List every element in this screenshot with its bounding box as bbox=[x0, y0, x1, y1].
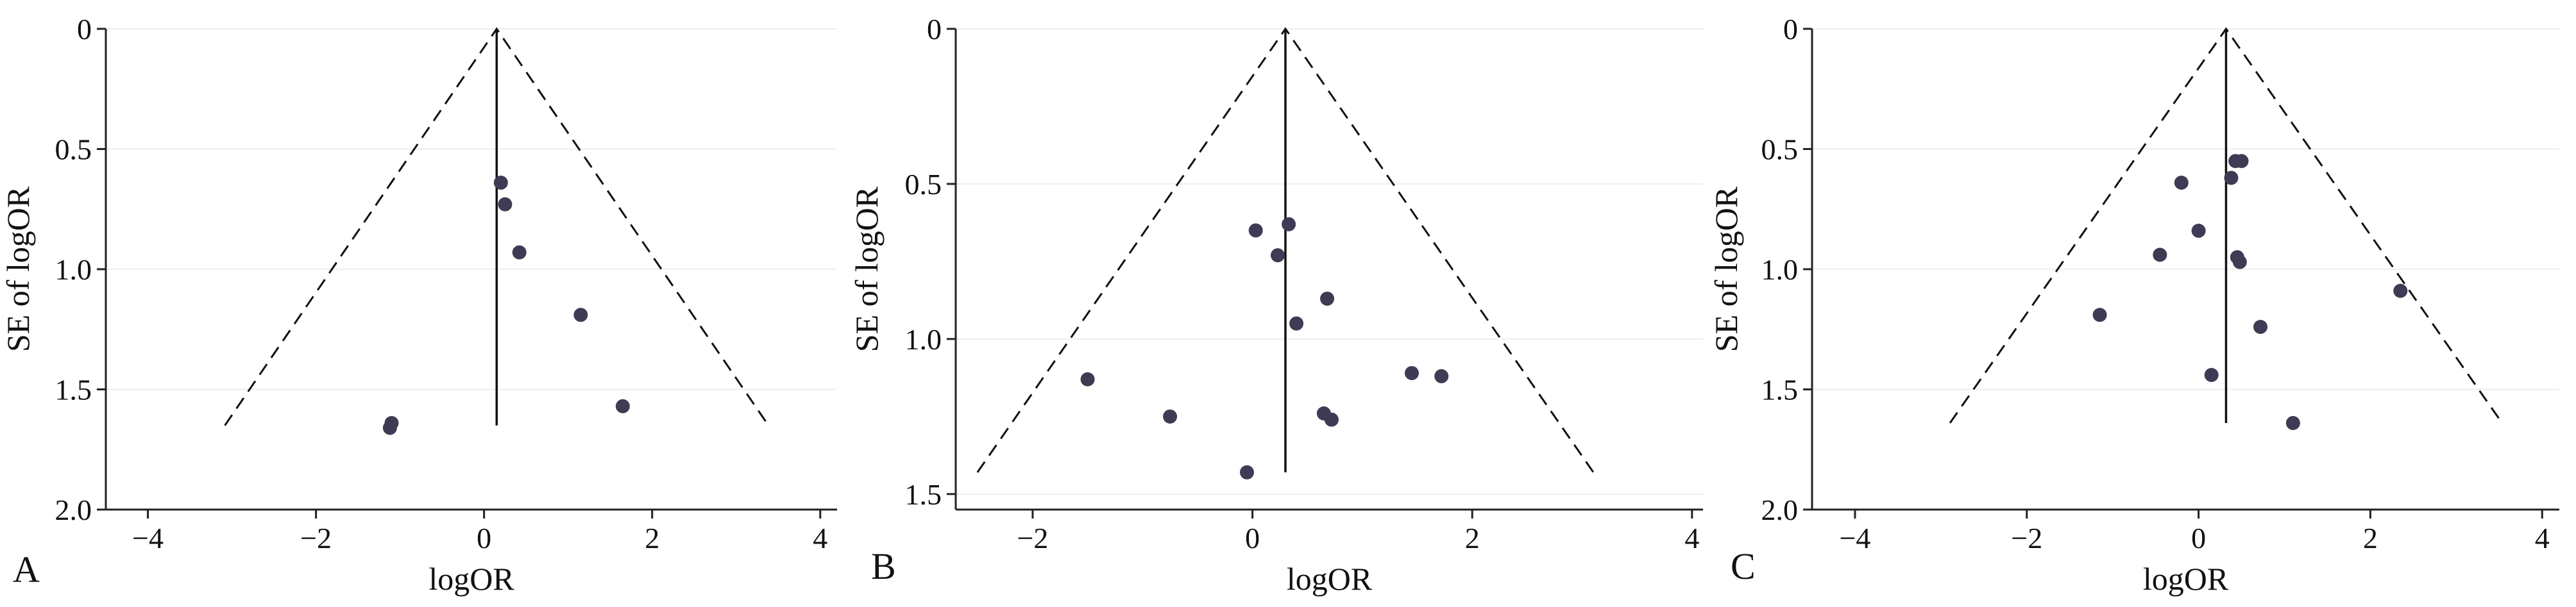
y-tick-label: 1.0 bbox=[1761, 253, 1799, 286]
x-tick-label: 4 bbox=[1684, 522, 1699, 554]
y-tick-label: 0 bbox=[77, 13, 92, 46]
panel-letter: A bbox=[13, 549, 40, 590]
study-point-5 bbox=[2153, 247, 2167, 262]
panel-letter: B bbox=[871, 545, 896, 587]
study-point-10 bbox=[1163, 409, 1178, 424]
x-axis-label: logOR bbox=[428, 561, 514, 597]
study-point-7 bbox=[1080, 372, 1095, 387]
y-tick-label: 0 bbox=[927, 13, 942, 46]
x-tick-label: 0 bbox=[2191, 522, 2206, 554]
study-point-3 bbox=[2174, 176, 2189, 190]
study-point-3 bbox=[573, 308, 588, 322]
study-point-11 bbox=[2204, 368, 2219, 382]
y-tick-label: 0.5 bbox=[55, 133, 92, 166]
x-tick-label: 0 bbox=[477, 522, 491, 554]
x-tick-label: 4 bbox=[2535, 522, 2550, 554]
study-point-3 bbox=[1320, 291, 1335, 306]
x-tick-label: −2 bbox=[300, 522, 332, 554]
study-point-12 bbox=[2285, 416, 2300, 430]
study-point-1 bbox=[498, 197, 513, 212]
y-tick-label: 1.5 bbox=[1761, 374, 1799, 406]
panel-c: 0 0.5 1.0 1.5 2.0 −4 −2 0 2 4 logOR SE of logOR C bbox=[1708, 13, 2559, 597]
y-tick-label: 2.0 bbox=[55, 494, 92, 526]
study-point-1 bbox=[1248, 223, 1263, 238]
x-axis-label: logOR bbox=[1287, 561, 1373, 597]
study-point-2 bbox=[2224, 170, 2239, 185]
x-tick-label: −4 bbox=[1839, 522, 1870, 554]
study-point-2 bbox=[512, 245, 527, 260]
y-tick-label: 0 bbox=[1783, 13, 1798, 46]
study-point-6 bbox=[382, 420, 397, 435]
panel-a: 0 0.5 1.0 1.5 2.0 −4 −2 0 2 4 logOR SE of logOR A bbox=[0, 13, 837, 597]
study-point-4 bbox=[2191, 224, 2206, 238]
y-axis-label: SE of logOR bbox=[0, 186, 36, 352]
study-point-4 bbox=[1289, 316, 1304, 331]
study-point-4 bbox=[615, 399, 630, 413]
x-tick-label: 2 bbox=[2363, 522, 2378, 554]
y-axis-label: SE of logOR bbox=[849, 186, 885, 352]
x-tick-label: −4 bbox=[132, 522, 164, 554]
y-tick-label: 1.5 bbox=[55, 374, 92, 406]
study-point-7 bbox=[2232, 254, 2247, 269]
panel-b: 0 0.5 1.0 1.5 −2 0 2 4 logOR SE of logOR B bbox=[849, 13, 1703, 597]
y-axis-label: SE of logOR bbox=[1708, 186, 1744, 352]
x-tick-label: −2 bbox=[2011, 522, 2042, 554]
y-tick-label: 1.0 bbox=[55, 253, 92, 286]
study-point-8 bbox=[2393, 283, 2408, 298]
x-tick-label: 0 bbox=[1245, 522, 1260, 554]
y-tick-label: 0.5 bbox=[1761, 133, 1799, 166]
panel-letter: C bbox=[1731, 545, 1756, 587]
study-point-0 bbox=[1282, 217, 1296, 231]
study-point-9 bbox=[2092, 308, 2107, 322]
x-tick-label: 2 bbox=[1465, 522, 1480, 554]
study-point-5 bbox=[1404, 366, 1419, 381]
study-point-6 bbox=[1434, 369, 1449, 383]
study-point-9 bbox=[1324, 412, 1339, 427]
y-tick-label: 2.0 bbox=[1761, 494, 1799, 526]
x-tick-label: 2 bbox=[645, 522, 659, 554]
study-point-10 bbox=[2253, 320, 2267, 334]
study-point-2 bbox=[1270, 248, 1285, 263]
y-tick-label: 1.0 bbox=[905, 323, 942, 356]
study-point-0 bbox=[493, 176, 508, 190]
x-axis-label: logOR bbox=[2143, 561, 2229, 597]
study-point-1 bbox=[2234, 154, 2249, 169]
x-tick-label: 4 bbox=[813, 522, 827, 554]
y-tick-label: 0.5 bbox=[905, 168, 942, 201]
x-tick-label: −2 bbox=[1017, 522, 1048, 554]
y-tick-label: 1.5 bbox=[905, 478, 942, 511]
study-point-11 bbox=[1240, 465, 1255, 479]
